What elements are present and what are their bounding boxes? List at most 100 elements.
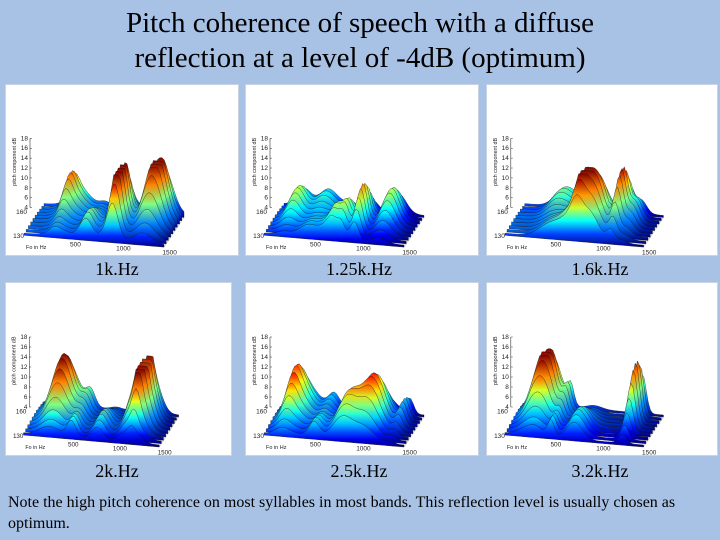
ms-tick-label: 500 [310,242,321,249]
z-tick-label: 10 [261,374,269,381]
ms-tick-label: 1500 [402,450,417,455]
z-tick-label: 6 [505,394,509,401]
fo-tick-label: 130 [13,433,24,440]
plot-panel-3-2k: 18 16 14 12 10 8 6 4 pitch component dB 160 130 Fo … [486,282,718,456]
z-tick-label: 12 [261,364,269,371]
z-tick-label: 10 [502,175,510,182]
z-tick-label: 12 [261,165,269,172]
caption-1-6k: 1.6k.Hz [571,259,629,279]
surface-band [504,194,644,248]
footnote: Note the high pitch coherence on most sy… [8,494,676,532]
ms-tick-label: 1000 [113,445,127,452]
z-tick-label: 10 [261,175,269,182]
z-axis-label: pitch component dB [252,336,258,385]
plot-panel-2k: 18 16 14 12 10 8 6 4 pitch component dB 160 130 Fo … [5,282,232,456]
z-tick-label: 8 [264,185,268,192]
ms-tick-label: 1000 [596,246,611,253]
z-tick-label: 10 [20,374,27,381]
z-tick-label: 14 [261,155,269,162]
z-axis-label: pitch component dB [493,336,499,385]
z-tick-label: 18 [21,135,29,142]
z-tick-label: 4 [264,404,268,411]
z-tick-label: 10 [21,175,29,182]
z-tick-label: 18 [261,135,269,142]
z-tick-label: 12 [502,364,510,371]
ms-tick-label: 500 [310,442,321,449]
caption-2-5k: 2.5k.Hz [330,461,388,481]
ms-tick-label: 500 [70,242,81,249]
z-tick-label: 16 [261,344,269,351]
plot-panel-2-5k: 18 16 14 12 10 8 6 4 pitch component dB 160 130 Fo … [245,282,479,456]
fo-tick-label: 160 [256,409,267,416]
surface-band [23,420,160,448]
plot-panel-1-6k: 18 16 14 12 10 8 6 4 pitch component dB 160 130 Fo … [486,84,718,256]
caption-2k: 2k.Hz [95,461,139,481]
surface-plot: 18 16 14 12 10 8 6 4 pitch component dB 160 130Fo … [12,334,179,455]
z-axis-label: pitch component dB [252,138,258,186]
z-axis-label: pitch component dB [12,138,18,186]
z-tick-label: 16 [20,344,27,351]
z-tick-label: 4 [24,205,28,212]
fo-tick-label: 130 [13,233,24,240]
ms-tick-label: 1000 [356,246,371,253]
z-tick-label: 8 [264,384,268,391]
surface-plot: 18 16 14 12 10 8 6 4 pitch component dB 160 130Fo … [493,135,664,255]
ms-tick-label: 500 [68,442,79,449]
z-tick-label: 16 [261,145,269,152]
z-axis-label: pitch component dB [493,137,499,185]
z-tick-label: 4 [264,205,268,212]
z-tick-label: 18 [502,135,510,142]
fo-axis-label: Fo in Hz [266,245,287,251]
ms-tick-label: 500 [550,442,561,449]
z-tick-label: 4 [505,404,509,411]
fo-tick-label: 160 [497,408,508,415]
z-tick-label: 6 [24,195,28,202]
z-tick-label: 8 [505,384,509,391]
z-tick-label: 14 [502,155,510,162]
z-tick-label: 14 [502,354,510,361]
caption-1k: 1k.Hz [95,259,139,279]
surface-band [23,202,165,248]
z-tick-label: 8 [505,185,509,192]
z-tick-label: 14 [20,354,27,361]
fo-tick-label: 130 [253,433,264,440]
ms-tick-label: 1500 [162,250,177,255]
z-tick-label: 16 [21,145,29,152]
z-tick-label: 18 [261,334,269,341]
fo-tick-label: 160 [16,209,27,216]
fo-tick-label: 160 [256,209,267,216]
fo-tick-label: 160 [497,209,508,216]
z-tick-label: 4 [505,205,509,212]
fo-tick-label: 130 [494,233,505,240]
ms-tick-label: 500 [550,242,561,249]
z-tick-label: 6 [505,195,509,202]
ms-tick-label: 1000 [356,446,371,453]
z-tick-label: 12 [20,364,27,371]
ms-tick-label: 1500 [642,449,657,455]
fo-tick-label: 160 [16,408,27,415]
surface-band [504,418,644,448]
z-tick-label: 12 [21,165,29,172]
surface-band [263,214,405,248]
z-tick-label: 8 [24,185,28,192]
z-tick-label: 6 [264,195,268,202]
z-tick-label: 18 [20,334,27,341]
z-tick-label: 6 [264,394,268,401]
slide-title: Pitch coherence of speech with a diffuse… [0,6,720,76]
z-tick-label: 16 [502,145,510,152]
surface-plot: 18 16 14 12 10 8 6 4 pitch component dB 160 130Fo … [12,135,185,255]
plot-panel-1k: 18 16 14 12 10 8 6 4 pitch component dB 160 130 Fo … [5,84,239,256]
z-tick-label: 18 [502,334,510,341]
ms-tick-label: 1500 [402,250,417,255]
z-tick-label: 16 [502,344,510,351]
fo-tick-label: 130 [494,433,505,440]
z-tick-label: 14 [21,155,29,162]
ms-tick-label: 1500 [642,250,657,255]
z-tick-label: 8 [24,384,28,391]
z-tick-label: 10 [502,374,510,381]
fo-axis-label: Fo in Hz [507,245,528,251]
title-line-2: reflection at a level of -4dB (optimum) [134,42,586,74]
fo-axis-label: Fo in Hz [25,445,45,451]
surface-plot: 18 16 14 12 10 8 6 4 pitch component dB 160 130Fo … [493,334,664,455]
surface-plot: 18 16 14 12 10 8 6 4 pitch component dB 160 130Fo … [252,135,425,255]
